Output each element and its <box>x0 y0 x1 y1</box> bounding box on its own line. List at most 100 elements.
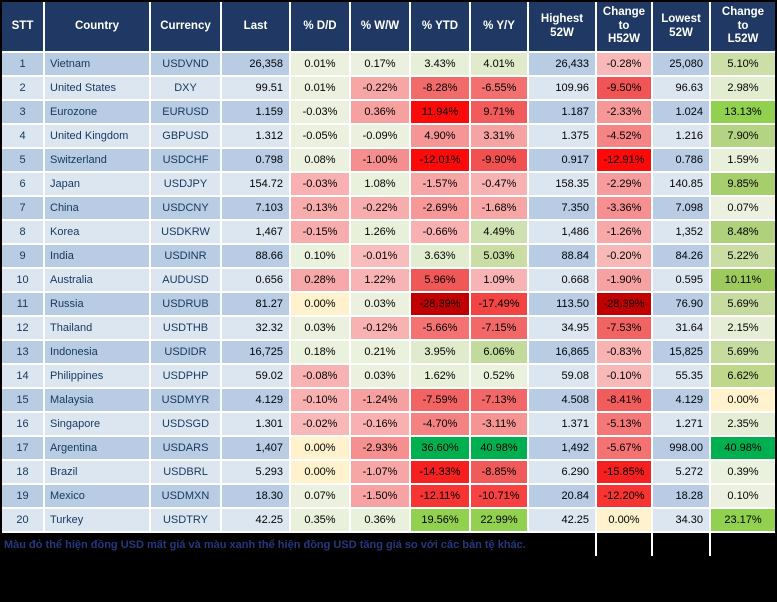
cell-last: 1,407 <box>220 435 291 461</box>
cell-pct-ww: 1.26% <box>349 219 411 245</box>
cell-pct-ww: -0.12% <box>349 315 411 341</box>
cell-pct-ytd: 19.56% <box>409 507 471 533</box>
cell-change-l52w: 0.00% <box>709 387 775 413</box>
cell-pct-ytd: -12.01% <box>409 147 471 173</box>
cell-currency: USDJPY <box>149 171 222 197</box>
cell-country: India <box>43 243 151 269</box>
cell-pct-ww: -1.00% <box>349 147 411 173</box>
cell-change-h52w: -0.83% <box>595 339 653 365</box>
cell-pct-yy: 5.03% <box>469 243 529 269</box>
table-row: 10 Australia AUDUSD 0.656 0.28% 1.22% 5.96% 1.0… <box>2 267 775 293</box>
cell-highest-52w: 42.25 <box>527 507 597 533</box>
cell-currency: USDTHB <box>149 315 222 341</box>
cell-stt: 19 <box>2 483 45 509</box>
cell-pct-ytd: 3.95% <box>409 339 471 365</box>
cell-country: Philippines <box>43 363 151 389</box>
cell-pct-dd: 0.08% <box>289 147 351 173</box>
cell-change-l52w: 13.13% <box>709 99 775 125</box>
cell-stt: 7 <box>2 195 45 221</box>
cell-change-h52w: -4.52% <box>595 123 653 149</box>
cell-pct-yy: 22.99% <box>469 507 529 533</box>
table-row: 9 India USDINR 88.66 0.10% -0.01% 3.63% 5.03% 88… <box>2 243 775 269</box>
cell-highest-52w: 1,492 <box>527 435 597 461</box>
cell-pct-ww: -0.22% <box>349 195 411 221</box>
table-row: 8 Korea USDKRW 1,467 -0.15% 1.26% -0.66% 4.49% 1… <box>2 219 775 245</box>
cell-pct-ytd: 1.62% <box>409 363 471 389</box>
cell-highest-52w: 59.08 <box>527 363 597 389</box>
fx-rates-table: STT Country Currency Last% D/D% W/W% YTD% Y… <box>2 2 775 556</box>
cell-change-h52w: -5.67% <box>595 435 653 461</box>
cell-last: 1.301 <box>220 411 291 437</box>
cell-pct-yy: 4.49% <box>469 219 529 245</box>
cell-stt: 6 <box>2 171 45 197</box>
cell-highest-52w: 4.508 <box>527 387 597 413</box>
cell-last: 4.129 <box>220 387 291 413</box>
cell-change-l52w: 2.15% <box>709 315 775 341</box>
cell-lowest-52w: 4.129 <box>651 387 711 413</box>
cell-currency: EURUSD <box>149 99 222 125</box>
cell-change-l52w: 1.59% <box>709 147 775 173</box>
cell-last: 18.30 <box>220 483 291 509</box>
cell-pct-ww: -1.24% <box>349 387 411 413</box>
cell-pct-ytd: -2.69% <box>409 195 471 221</box>
cell-lowest-52w: 34.30 <box>651 507 711 533</box>
cell-pct-yy: -7.15% <box>469 315 529 341</box>
cell-currency: USDARS <box>149 435 222 461</box>
cell-pct-yy: 3.31% <box>469 123 529 149</box>
cell-currency: USDVND <box>149 51 222 77</box>
cell-stt: 9 <box>2 243 45 269</box>
table-row: 12 Thailand USDTHB 32.32 0.03% -0.12% -5.66% -7… <box>2 315 775 341</box>
cell-pct-ytd: -4.70% <box>409 411 471 437</box>
cell-change-l52w: 6.62% <box>709 363 775 389</box>
cell-stt: 8 <box>2 219 45 245</box>
cell-pct-ww: -0.22% <box>349 75 411 101</box>
cell-pct-dd: -0.10% <box>289 387 351 413</box>
cell-country: Japan <box>43 171 151 197</box>
cell-country: Thailand <box>43 315 151 341</box>
cell-last: 1.312 <box>220 123 291 149</box>
cell-change-h52w: -3.36% <box>595 195 653 221</box>
cell-lowest-52w: 140.85 <box>651 171 711 197</box>
cell-stt: 16 <box>2 411 45 437</box>
cell-last: 32.32 <box>220 315 291 341</box>
col-header-last: Last <box>220 2 291 53</box>
cell-pct-dd: -0.02% <box>289 411 351 437</box>
cell-pct-ww: 0.36% <box>349 507 411 533</box>
cell-highest-52w: 26,433 <box>527 51 597 77</box>
cell-lowest-52w: 1,352 <box>651 219 711 245</box>
cell-lowest-52w: 0.595 <box>651 267 711 293</box>
cell-change-h52w: -1.90% <box>595 267 653 293</box>
cell-pct-yy: -8.85% <box>469 459 529 485</box>
cell-stt: 1 <box>2 51 45 77</box>
cell-currency: USDMXN <box>149 483 222 509</box>
cell-highest-52w: 16,865 <box>527 339 597 365</box>
cell-pct-ww: 0.21% <box>349 339 411 365</box>
footer-spacer-change-l52w <box>709 531 775 556</box>
cell-highest-52w: 88.84 <box>527 243 597 269</box>
table-row: 19 Mexico USDMXN 18.30 0.07% -1.50% -12.11% -10… <box>2 483 775 509</box>
cell-change-h52w: -5.13% <box>595 411 653 437</box>
cell-pct-ytd: -12.11% <box>409 483 471 509</box>
cell-country: Singapore <box>43 411 151 437</box>
col-header-currency: Currency <box>149 2 222 53</box>
table-row: 13 Indonesia USDIDR 16,725 0.18% 0.21% 3.95% 6.… <box>2 339 775 365</box>
cell-country: China <box>43 195 151 221</box>
cell-currency: USDMYR <box>149 387 222 413</box>
table-row: 20 Turkey USDTRY 42.25 0.35% 0.36% 19.56% 22.99… <box>2 507 775 533</box>
cell-change-h52w: -8.41% <box>595 387 653 413</box>
cell-country: Australia <box>43 267 151 293</box>
cell-currency: USDIDR <box>149 339 222 365</box>
col-header-ww: % W/W <box>349 2 411 53</box>
footer-row: Màu đỏ thể hiện đồng USD mất giá và màu … <box>2 531 775 556</box>
cell-pct-dd: -0.13% <box>289 195 351 221</box>
cell-change-l52w: 2.35% <box>709 411 775 437</box>
table-row: 6 Japan USDJPY 154.72 -0.03% 1.08% -1.57% -0.47… <box>2 171 775 197</box>
cell-highest-52w: 1.375 <box>527 123 597 149</box>
cell-last: 7.103 <box>220 195 291 221</box>
cell-highest-52w: 7.350 <box>527 195 597 221</box>
table-row: 11 Russia USDRUB 81.27 0.00% 0.03% -28.39% -17.… <box>2 291 775 317</box>
cell-last: 26,358 <box>220 51 291 77</box>
cell-pct-yy: 6.06% <box>469 339 529 365</box>
cell-pct-yy: -1.68% <box>469 195 529 221</box>
cell-pct-ww: 0.03% <box>349 291 411 317</box>
